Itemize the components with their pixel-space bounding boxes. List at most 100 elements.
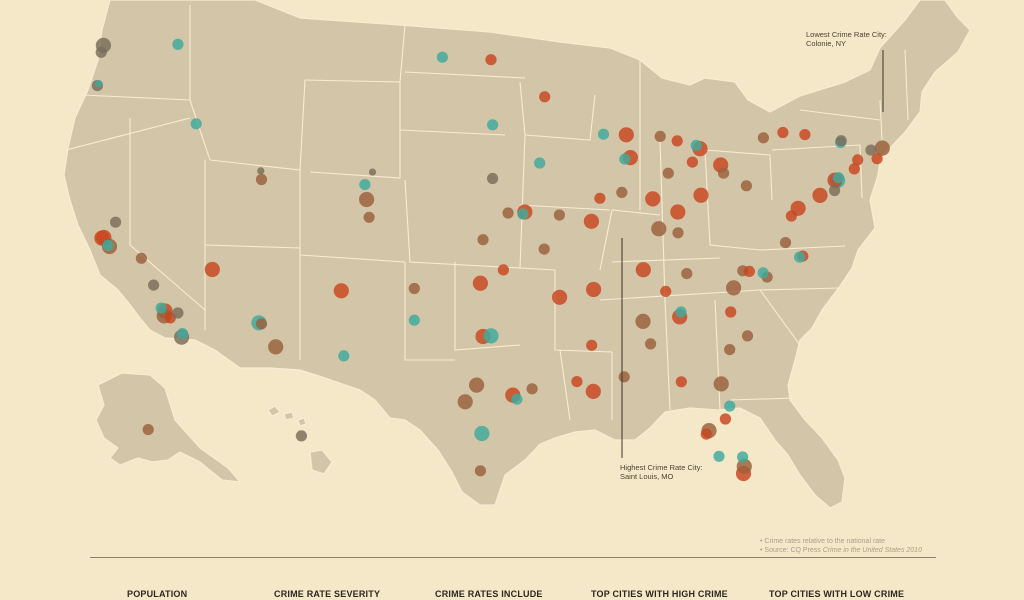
city-marker-elevated [474,465,486,477]
legend-divider [90,557,936,558]
city-marker-average [172,307,184,319]
city-marker-high [333,283,349,299]
city-marker-elevated [654,130,666,142]
city-marker-high [725,306,737,318]
city-marker-low [690,139,702,151]
city-marker-high [785,210,798,222]
city-marker-elevated [672,227,684,239]
city-marker-high [485,54,497,66]
city-marker-high [204,261,220,278]
city-marker-elevated [526,383,538,395]
city-marker-low [95,80,103,88]
legend-top-low-heading: TOP CITIES WITH LOW CRIME [769,589,905,599]
city-marker-elevated [477,234,489,246]
city-marker-elevated [718,167,730,179]
city-marker-elevated [142,424,154,436]
city-marker-elevated [662,167,674,179]
city-marker-average [368,168,377,176]
city-marker-high [635,262,651,278]
city-marker-high [594,192,606,204]
city-marker-elevated [635,313,651,329]
city-marker-low [172,38,184,50]
city-marker-low [436,51,448,63]
city-marker-low [713,450,725,462]
highest-crime-callout: Highest Crime Rate City: Saint Louis, MO [620,463,703,481]
city-marker-low [794,251,806,263]
city-marker-high [660,285,672,297]
city-marker-elevated [502,207,514,219]
city-marker-high [645,191,661,207]
city-marker-high [675,376,687,388]
city-marker-low [190,118,202,130]
city-marker-elevated [618,371,630,383]
city-marker-elevated [457,394,473,410]
city-marker-average [865,144,877,156]
contiguous-us-landmass [63,0,971,509]
city-marker-high [812,187,828,203]
lowest-callout-title: Lowest Crime Rate City: [806,30,887,39]
city-marker-high [700,428,712,440]
city-marker-high [618,127,634,143]
city-marker-elevated [363,211,375,223]
city-marker-high [743,265,756,277]
city-marker-high [472,275,488,291]
city-marker-low [359,179,371,191]
city-marker-elevated [651,221,667,237]
city-marker-average [835,135,847,147]
city-marker-average [257,167,265,175]
city-marker-low [408,314,420,326]
city-marker-elevated [740,180,753,192]
city-marker-high [799,129,811,141]
city-marker-high [852,154,864,166]
city-marker-elevated [135,252,147,264]
city-marker-low [474,425,490,442]
city-marker-high [571,376,583,388]
legend-headings: POPULATION CRIME RATE SEVERITY CRIME RAT… [0,589,1024,600]
city-marker-high [586,339,598,351]
state-borders [65,5,909,421]
city-marker-average [829,184,841,197]
city-marker-high [848,163,860,175]
legend-severity-heading: CRIME RATE SEVERITY [274,589,381,599]
city-marker-high [871,153,883,165]
city-marker-elevated [757,132,770,144]
source-title: Crime in the United States 2010 [822,547,922,554]
footnotes: • Crime rates relative to the national r… [760,537,922,555]
city-marker-elevated [726,280,742,296]
lowest-callout-city: Colonie, NY [806,39,847,48]
city-marker-average [110,216,122,228]
city-marker-high [670,204,686,220]
city-marker-elevated [408,282,420,295]
alaska-landmass [95,372,241,483]
city-marker-average [295,430,307,442]
city-marker-high [693,187,709,203]
city-marker-low [757,267,769,279]
lowest-crime-callout: Lowest Crime Rate City: Colonie, NY [806,30,887,48]
city-marker-average [95,46,107,58]
highest-callout-title: Highest Crime Rate City: [620,463,703,472]
city-marker-elevated [779,237,792,249]
city-marker-low [832,172,845,184]
city-marker-high [671,135,683,147]
city-marker-low [724,400,736,412]
city-marker-low [619,153,631,165]
city-marker-low [176,328,189,340]
city-marker-high [585,383,601,399]
city-marker-low [675,306,687,318]
note-source: • Source: CQ Press Crime in the United S… [760,546,922,555]
city-marker-low [102,239,114,251]
legend-top-high-heading: TOP CITIES WITH HIGH CRIME [591,589,728,599]
city-marker-elevated [724,344,736,356]
city-marker-high [539,91,551,103]
city-marker-low [338,350,350,362]
city-marker-elevated [255,318,268,330]
city-marker-average [487,172,499,185]
city-marker-elevated [268,339,284,355]
city-marker-high [586,281,602,298]
city-marker-high [719,413,732,425]
city-marker-high [583,213,600,229]
city-marker-low [487,119,499,131]
city-marker-elevated [681,268,693,280]
city-marker-low [517,208,529,220]
